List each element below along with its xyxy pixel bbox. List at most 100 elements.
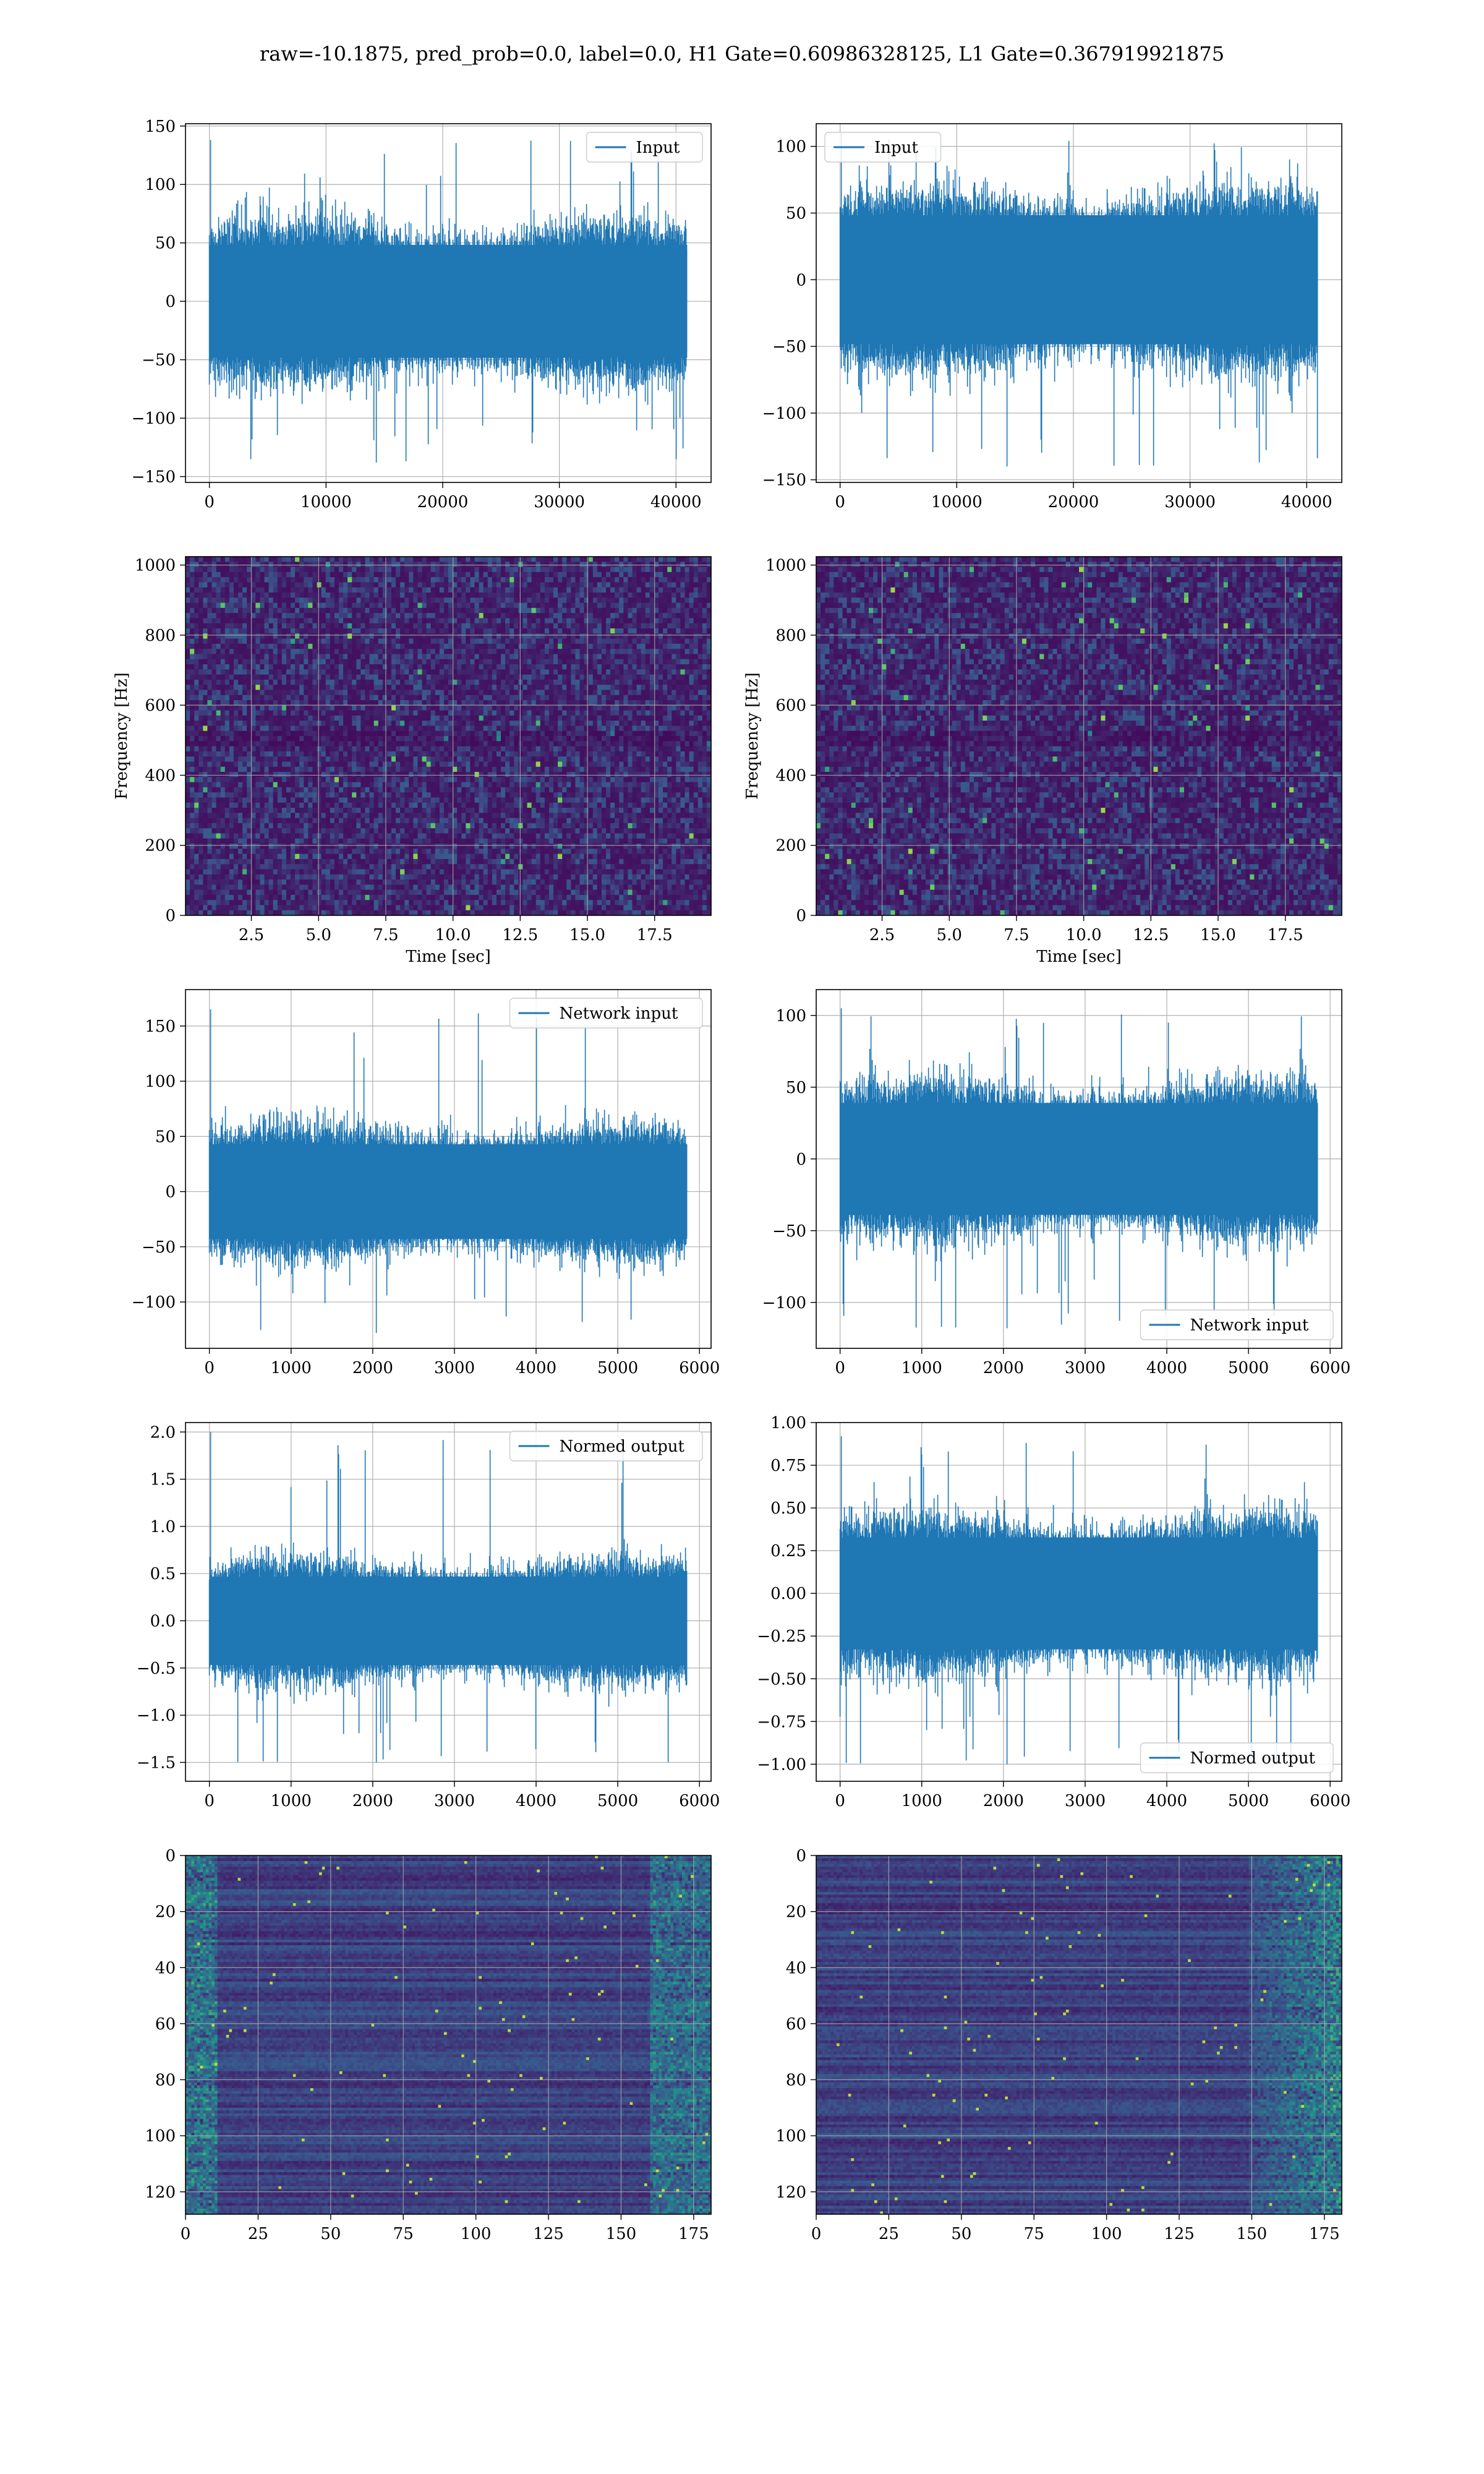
heatmap-cell — [571, 690, 576, 695]
heatmap-cell — [396, 618, 401, 623]
heatmap-cell — [348, 639, 352, 644]
heatmap-cell — [186, 582, 190, 588]
heatmap-cell — [505, 761, 510, 767]
heatmap-cell — [633, 664, 638, 670]
heatmap-cell — [247, 633, 252, 639]
heatmap-cell — [198, 716, 203, 721]
heatmap-cell — [234, 608, 239, 614]
heatmap-cell — [505, 721, 510, 726]
heatmap-cell — [475, 597, 480, 603]
heatmap-cell — [532, 633, 537, 639]
heatmap-cell — [221, 711, 226, 716]
heatmap-cell — [646, 761, 650, 767]
heatmap-cell — [641, 741, 646, 747]
heatmap-cell — [637, 747, 642, 752]
heatmap-cell — [238, 731, 243, 737]
heatmap-cell — [360, 608, 365, 614]
heatmap-cell — [488, 557, 493, 562]
heatmap-cell — [510, 659, 514, 665]
heatmap-cell — [409, 593, 414, 598]
heatmap-cell — [536, 597, 541, 603]
heatmap-cell — [545, 680, 550, 685]
heatmap-cell — [685, 751, 690, 757]
heatmap-cell — [304, 654, 309, 659]
heatmap-cell — [335, 597, 339, 603]
heatmap-cell — [663, 736, 668, 742]
heatmap-cell — [453, 751, 458, 757]
heatmap-cell — [628, 716, 633, 721]
heatmap-cell — [365, 597, 370, 603]
heatmap-cell — [194, 747, 199, 752]
heatmap-cell — [356, 751, 361, 757]
heatmap-cell — [497, 628, 501, 634]
heatmap-cell — [339, 716, 344, 721]
heatmap-cell — [536, 680, 541, 685]
heatmap-cell — [404, 675, 409, 680]
heatmap-cell — [440, 664, 445, 670]
heatmap-cell — [641, 726, 646, 731]
heatmap-cell — [659, 659, 663, 665]
heatmap-cell — [689, 695, 694, 701]
heatmap-cell — [501, 613, 506, 618]
heatmap-cell — [484, 680, 488, 685]
heatmap-cell — [229, 690, 234, 695]
heatmap-cell — [641, 705, 646, 711]
heatmap-cell — [260, 751, 265, 757]
heatmap-cell — [378, 639, 383, 644]
heatmap-cell — [186, 608, 190, 614]
heatmap-cell — [387, 582, 392, 588]
heatmap-cell — [685, 597, 690, 603]
heatmap-cell — [619, 577, 624, 583]
heatmap-cell — [427, 685, 432, 690]
heatmap-cell — [475, 649, 480, 654]
heatmap-cell — [339, 726, 344, 731]
heatmap-cell — [540, 690, 545, 695]
heatmap-cell — [637, 705, 642, 711]
heatmap-cell — [343, 756, 348, 762]
heatmap-cell — [536, 644, 541, 649]
heatmap-cell — [190, 593, 195, 598]
heatmap-cell — [304, 644, 309, 649]
heatmap-cell — [435, 582, 440, 588]
heatmap-cell — [360, 654, 365, 659]
heatmap-cell — [435, 654, 440, 659]
heatmap-cell — [190, 597, 195, 603]
heatmap-cell — [260, 557, 265, 562]
heatmap-cell — [360, 680, 365, 685]
heatmap-cell — [676, 597, 681, 603]
heatmap-cell — [304, 761, 309, 767]
heatmap-cell — [229, 618, 234, 623]
heatmap-cell — [251, 572, 256, 578]
heatmap-cell — [448, 721, 453, 726]
heatmap-cell — [352, 741, 357, 747]
heatmap-cell — [413, 685, 418, 690]
heatmap-cell — [461, 690, 466, 695]
heatmap-cell — [234, 736, 239, 742]
heatmap-cell — [606, 756, 611, 762]
heatmap-cell — [413, 603, 418, 609]
heatmap-cell — [348, 572, 352, 578]
heatmap-cell — [225, 741, 230, 747]
heatmap-cell — [479, 680, 484, 685]
heatmap-cell — [400, 577, 405, 583]
heatmap-cell — [522, 680, 527, 685]
heatmap-cell — [479, 711, 484, 716]
heatmap-cell — [203, 562, 208, 567]
heatmap-cell — [646, 680, 650, 685]
heatmap-cell — [470, 639, 475, 644]
heatmap-cell — [286, 562, 291, 567]
heatmap-cell — [440, 613, 445, 618]
heatmap-cell — [391, 721, 396, 726]
heatmap-cell — [505, 582, 510, 588]
heatmap-cell — [457, 664, 462, 670]
heatmap-cell — [479, 572, 484, 578]
heatmap-cell — [265, 711, 270, 716]
heatmap-cell — [286, 582, 291, 588]
heatmap-cell — [461, 761, 466, 767]
heatmap-cell — [360, 613, 365, 618]
heatmap-cell — [265, 567, 270, 573]
heatmap-cell — [484, 690, 488, 695]
heatmap-cell — [278, 618, 283, 623]
heatmap-cell — [650, 705, 655, 711]
heatmap-cell — [650, 567, 655, 573]
